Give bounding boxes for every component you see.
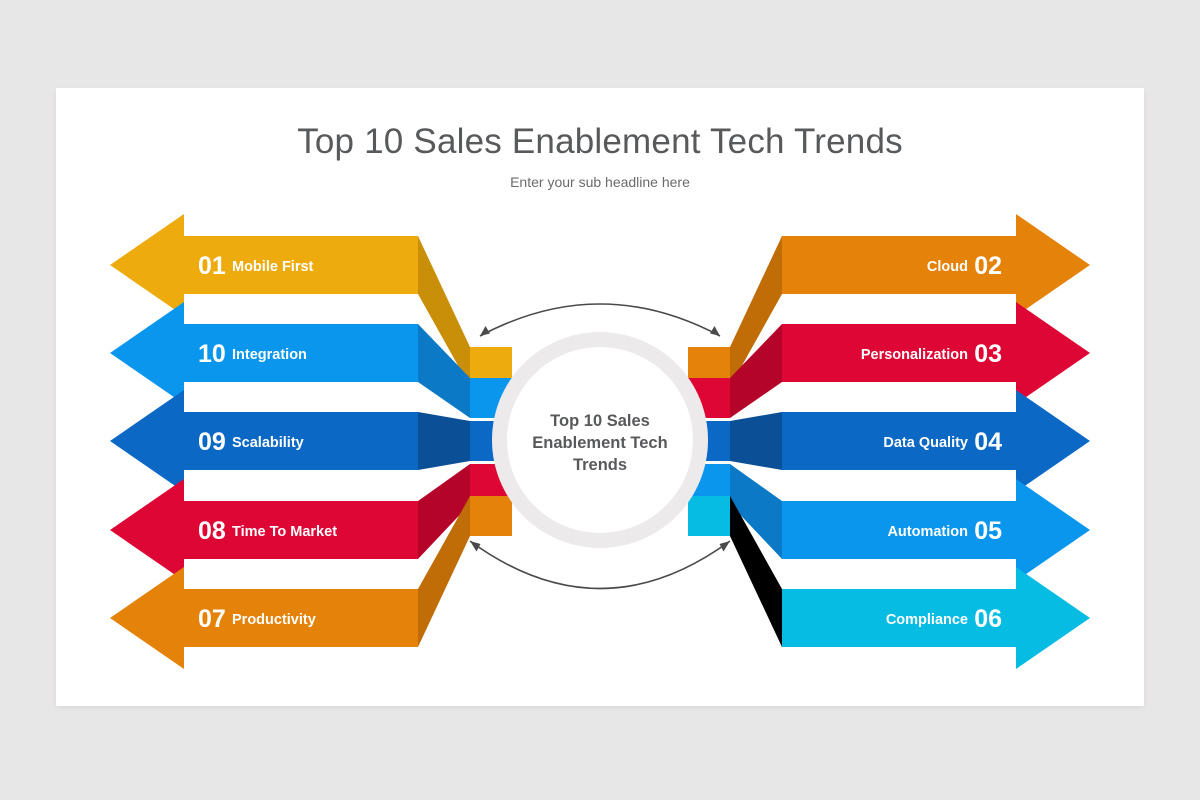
arrow-body-05[interactable] <box>782 479 1090 581</box>
arc-bottom-arrowhead-left <box>470 541 481 552</box>
arrow-fold-09 <box>418 412 470 470</box>
double-headed-arc-bottom <box>469 540 731 590</box>
center-label-line2: Enablement Tech <box>532 434 667 452</box>
center-label-line1: Top 10 Sales <box>550 412 650 430</box>
center-circle-inner <box>507 347 693 533</box>
arrow-fold-05 <box>730 464 782 559</box>
right-arrow-group: 02 Cloud 03 Personalization 04 Data Quality 05… <box>688 214 1090 669</box>
arrow-fold-03 <box>730 324 782 418</box>
arrow-fold-06 <box>730 496 782 647</box>
arrow-fold-08 <box>418 464 470 559</box>
page-title: Top 10 Sales Enablement Tech Trends <box>297 122 903 161</box>
arrow-fold-02 <box>730 236 782 387</box>
arrow-number-05: 05 <box>974 517 1002 545</box>
center-circle: Top 10 Sales Enablement Tech Trends <box>492 332 708 548</box>
arrow-body-10[interactable] <box>110 302 418 404</box>
arrow-item-03[interactable]: 03 Personalization <box>688 302 1090 418</box>
arrow-label-07: Productivity <box>232 612 316 628</box>
arrow-number-09: 09 <box>198 428 226 456</box>
arrow-label-04: Data Quality <box>883 435 968 451</box>
arrow-number-06: 06 <box>974 605 1002 633</box>
arrow-item-01[interactable]: 01 Mobile First <box>110 214 512 387</box>
page-subtitle: Enter your sub headline here <box>510 174 690 190</box>
arrow-fold-07 <box>418 496 470 647</box>
arrow-number-03: 03 <box>974 340 1002 368</box>
connector-arcs <box>469 303 731 590</box>
arrow-label-01: Mobile First <box>232 259 314 275</box>
arrow-body-02[interactable] <box>782 214 1090 316</box>
arrow-body-04[interactable] <box>782 390 1090 492</box>
arrow-number-02: 02 <box>974 252 1002 280</box>
arrow-label-06: Compliance <box>886 612 968 628</box>
double-headed-arc-top <box>479 303 721 337</box>
arrow-item-07[interactable]: 07 Productivity <box>110 496 512 669</box>
arrow-body-03[interactable] <box>782 302 1090 404</box>
arrow-number-07: 07 <box>198 605 226 633</box>
arrow-body-07[interactable] <box>110 567 418 669</box>
arrow-stub-07 <box>470 496 512 536</box>
arrow-label-02: Cloud <box>927 259 968 275</box>
arrow-fold-01 <box>418 236 470 387</box>
arrow-item-05[interactable]: 05 Automation <box>688 464 1090 581</box>
arrow-label-03: Personalization <box>861 347 968 363</box>
arrow-number-04: 04 <box>974 428 1002 456</box>
arrow-stub-02 <box>688 347 730 387</box>
arrow-item-06[interactable]: 06 Compliance <box>688 496 1090 669</box>
arrow-label-08: Time To Market <box>232 524 337 540</box>
arrow-number-01: 01 <box>198 252 226 280</box>
arrow-item-02[interactable]: 02 Cloud <box>688 214 1090 387</box>
arrow-body-06[interactable] <box>782 567 1090 669</box>
arrow-label-10: Integration <box>232 347 307 363</box>
arrow-body-08[interactable] <box>110 479 418 581</box>
arc-bottom-arrowhead-right <box>719 541 730 552</box>
arc-top-arrowhead-right <box>710 326 720 336</box>
center-label-line3: Trends <box>573 456 627 474</box>
arrow-fold-04 <box>730 412 782 470</box>
arrow-stub-06 <box>688 496 730 536</box>
arrow-body-01[interactable] <box>110 214 418 316</box>
arrow-label-05: Automation <box>887 524 968 540</box>
arc-top-arrowhead-left <box>480 326 490 336</box>
arrow-stub-01 <box>470 347 512 387</box>
arrow-number-08: 08 <box>198 517 226 545</box>
arrow-body-09[interactable] <box>110 390 418 492</box>
arrow-number-10: 10 <box>198 340 226 368</box>
arrow-label-09: Scalability <box>232 435 304 451</box>
arrow-fold-10 <box>418 324 470 418</box>
arrow-item-08[interactable]: 08 Time To Market <box>110 464 512 581</box>
left-arrow-group: 01 Mobile First 10 Integration 09 Scalability… <box>110 214 512 669</box>
